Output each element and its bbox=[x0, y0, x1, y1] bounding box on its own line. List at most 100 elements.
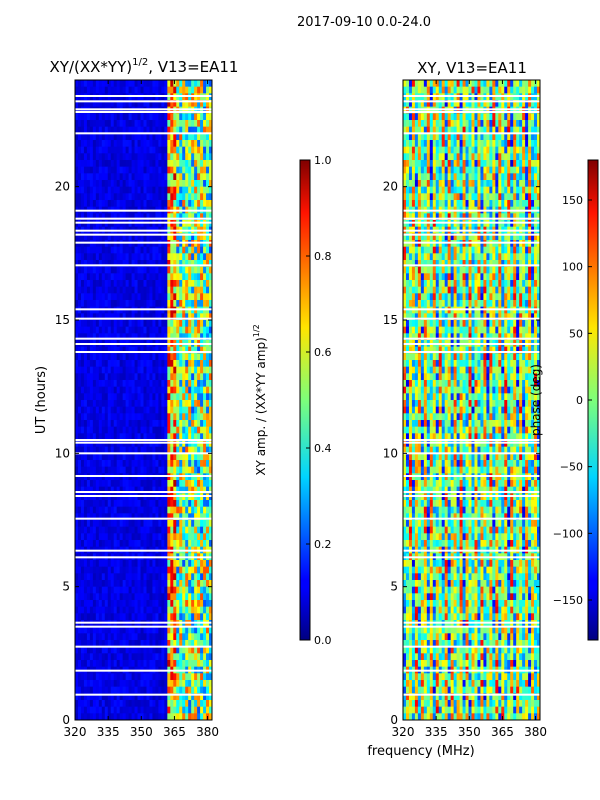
heatmap-cell bbox=[107, 186, 112, 194]
heatmap-cell bbox=[122, 200, 127, 208]
heatmap-cell bbox=[173, 600, 177, 608]
heatmap-cell bbox=[200, 160, 204, 168]
heatmap-cell bbox=[537, 100, 540, 108]
heatmap-cell bbox=[149, 600, 153, 608]
heatmap-cell bbox=[176, 586, 180, 594]
heatmap-cell bbox=[143, 380, 147, 388]
heatmap-cell bbox=[185, 313, 189, 321]
heatmap-cell bbox=[125, 266, 130, 274]
heatmap-cell bbox=[149, 393, 153, 401]
heatmap-cell bbox=[176, 326, 180, 334]
heatmap-cell bbox=[134, 673, 138, 681]
heatmap-cell bbox=[128, 346, 132, 354]
heatmap-cell bbox=[170, 100, 174, 108]
heatmap-cell bbox=[83, 373, 88, 381]
heatmap-cell bbox=[531, 80, 535, 88]
heatmap-cell bbox=[200, 400, 204, 408]
heatmap-cell bbox=[173, 100, 177, 108]
heatmap-cell bbox=[119, 400, 124, 408]
heatmap-cell bbox=[128, 233, 132, 241]
heatmap-cell bbox=[80, 146, 85, 154]
heatmap-cell bbox=[197, 140, 201, 148]
heatmap-cell bbox=[152, 153, 156, 161]
heatmap-cell bbox=[185, 500, 189, 508]
heatmap-cell bbox=[155, 326, 159, 334]
heatmap-cell bbox=[194, 393, 198, 401]
heatmap-cell bbox=[77, 380, 82, 388]
heatmap-cell bbox=[206, 580, 210, 588]
heatmap-cell bbox=[155, 400, 159, 408]
heatmap-cell bbox=[179, 320, 183, 328]
heatmap-cell bbox=[152, 706, 156, 714]
heatmap-cell bbox=[122, 126, 127, 134]
heatmap-cell bbox=[209, 113, 212, 121]
heatmap-cell bbox=[116, 213, 121, 221]
heatmap-cell bbox=[119, 213, 124, 221]
heatmap-cell bbox=[122, 326, 127, 334]
heatmap-cell bbox=[164, 420, 168, 428]
heatmap-cell bbox=[414, 80, 419, 88]
heatmap-cell bbox=[191, 180, 195, 188]
heatmap-cell bbox=[98, 266, 103, 274]
heatmap-cell bbox=[110, 680, 115, 688]
heatmap-cell bbox=[447, 113, 452, 121]
heatmap-cell bbox=[164, 333, 168, 341]
heatmap-cell bbox=[513, 80, 517, 88]
heatmap-cell bbox=[176, 433, 180, 441]
heatmap-cell bbox=[149, 120, 153, 128]
heatmap-cell bbox=[140, 293, 144, 301]
heatmap-cell bbox=[134, 486, 138, 494]
heatmap-cell bbox=[182, 126, 186, 134]
heatmap-cell bbox=[137, 386, 141, 394]
heatmap-cell bbox=[194, 173, 198, 181]
heatmap-cell bbox=[83, 480, 88, 488]
heatmap-cell bbox=[125, 706, 130, 714]
heatmap-cell bbox=[191, 606, 195, 614]
heatmap-cell bbox=[194, 593, 198, 601]
heatmap-cell bbox=[158, 86, 162, 94]
heatmap-cell bbox=[140, 186, 144, 194]
heatmap-cell bbox=[158, 420, 162, 428]
heatmap-cell bbox=[534, 126, 538, 134]
heatmap-cell bbox=[92, 160, 97, 168]
heatmap-cell bbox=[158, 686, 162, 694]
heatmap-cell bbox=[86, 486, 91, 494]
heatmap-cell bbox=[200, 446, 204, 454]
heatmap-cell bbox=[155, 406, 159, 414]
heatmap-cell bbox=[170, 266, 174, 274]
heatmap-cell bbox=[483, 120, 487, 128]
heatmap-cell bbox=[131, 706, 135, 714]
heatmap-cell bbox=[119, 433, 124, 441]
heatmap-cell bbox=[122, 380, 127, 388]
heatmap-cell bbox=[161, 520, 165, 528]
heatmap-cell bbox=[495, 80, 499, 88]
heatmap-cell bbox=[131, 560, 135, 568]
heatmap-cell bbox=[104, 353, 109, 361]
heatmap-cell bbox=[420, 146, 425, 154]
heatmap-cell bbox=[134, 146, 138, 154]
heatmap-cell bbox=[146, 420, 150, 428]
heatmap-cell bbox=[164, 126, 168, 134]
heatmap-cell bbox=[107, 660, 112, 668]
heatmap-cell bbox=[173, 466, 177, 474]
heatmap-cell bbox=[206, 400, 210, 408]
heatmap-cell bbox=[158, 186, 162, 194]
heatmap-cell bbox=[104, 180, 109, 188]
heatmap-cell bbox=[152, 700, 156, 708]
heatmap-cell bbox=[128, 566, 132, 574]
heatmap-cell bbox=[92, 606, 97, 614]
heatmap-cell bbox=[125, 280, 130, 288]
heatmap-cell bbox=[194, 400, 198, 408]
heatmap-cell bbox=[167, 486, 171, 494]
heatmap-cell bbox=[206, 586, 210, 594]
heatmap-cell bbox=[459, 146, 463, 154]
heatmap-cell bbox=[206, 566, 210, 574]
heatmap-cell bbox=[122, 253, 127, 261]
heatmap-cell bbox=[200, 126, 204, 134]
heatmap-cell bbox=[113, 280, 118, 288]
heatmap-cell bbox=[134, 380, 138, 388]
heatmap-cell bbox=[116, 560, 121, 568]
heatmap-cell bbox=[143, 366, 147, 374]
heatmap-cell bbox=[95, 633, 100, 641]
heatmap-cell bbox=[197, 233, 201, 241]
